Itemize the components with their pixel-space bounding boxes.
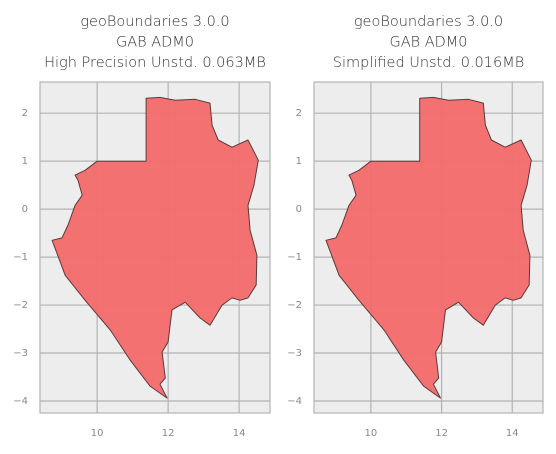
y-tick-label: −3 [13, 348, 28, 359]
chart-title: Simplified Unstd. 0.016MB [333, 55, 524, 71]
y-tick-label: −2 [13, 300, 28, 311]
chart-title: geoBoundaries 3.0.0 [80, 14, 229, 30]
x-tick-label: 10 [91, 428, 104, 439]
x-tick-label: 12 [435, 428, 448, 439]
y-tick-label: 2 [296, 108, 302, 119]
y-tick-label: −1 [287, 252, 302, 263]
x-tick-label: 12 [162, 428, 175, 439]
chart-title: GAB ADM0 [116, 35, 194, 51]
boundary-polygon [51, 96, 259, 399]
boundary-polygon [325, 96, 532, 399]
y-tick-label: 1 [296, 156, 302, 167]
x-tick-label: 14 [233, 428, 246, 439]
chart-title: GAB ADM0 [389, 35, 467, 51]
y-tick-label: 0 [296, 204, 302, 215]
y-tick-label: −3 [287, 348, 302, 359]
chart-title: geoBoundaries 3.0.0 [354, 14, 503, 30]
x-tick-label: 10 [365, 428, 378, 439]
y-tick-label: 2 [22, 108, 28, 119]
y-tick-label: 0 [22, 204, 28, 215]
y-tick-label: −4 [287, 396, 302, 407]
chart-title: High Precision Unstd. 0.063MB [44, 55, 266, 71]
x-tick-label: 14 [506, 428, 519, 439]
y-tick-label: −1 [13, 252, 28, 263]
y-tick-label: −4 [13, 396, 28, 407]
y-tick-label: 1 [22, 156, 28, 167]
y-tick-label: −2 [287, 300, 302, 311]
